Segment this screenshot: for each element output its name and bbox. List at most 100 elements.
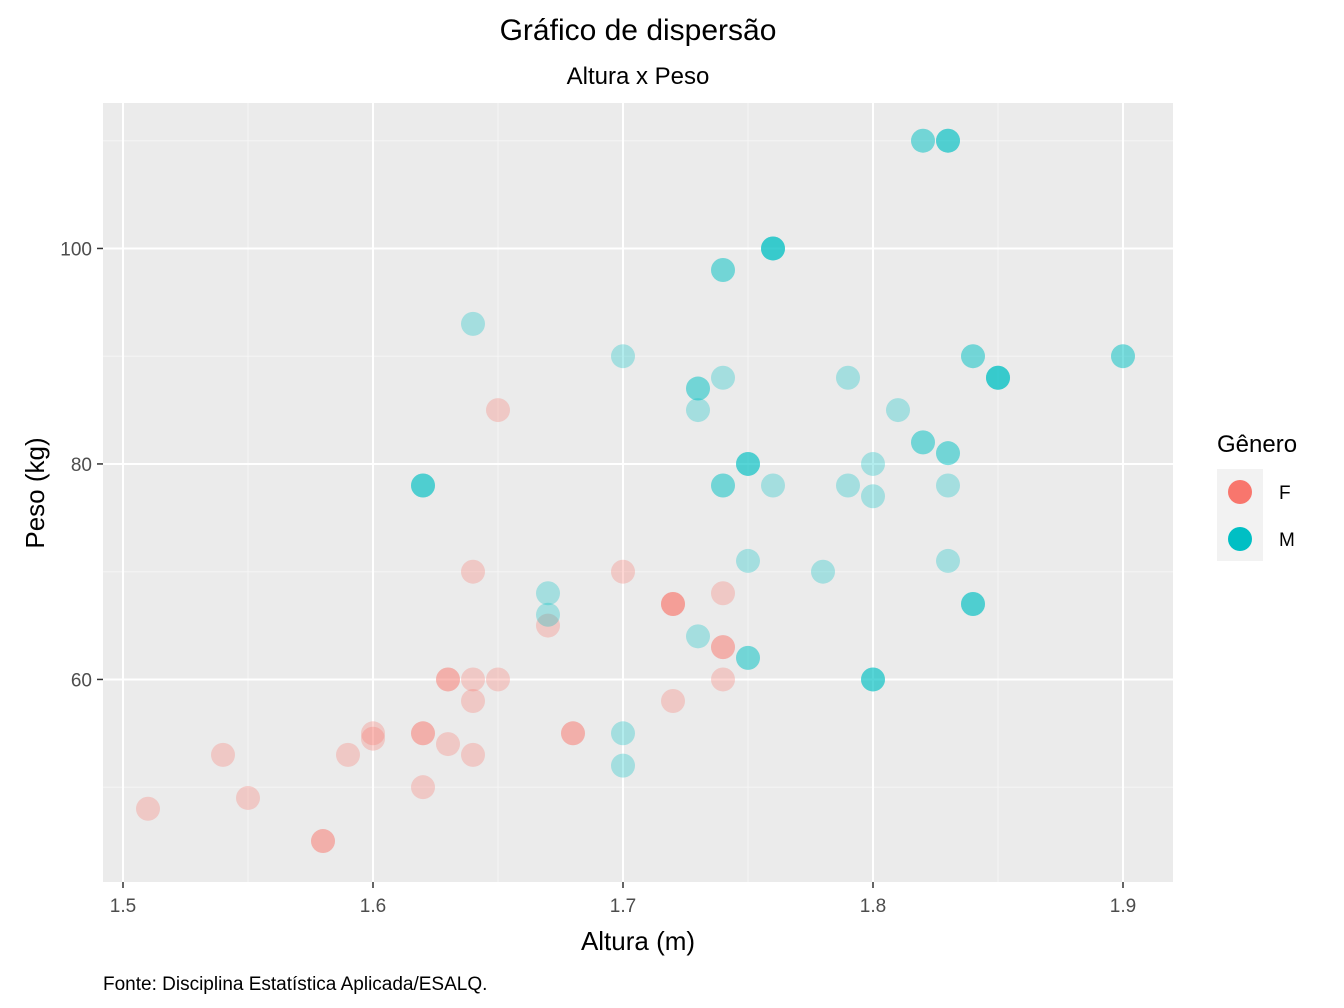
caption: Fonte: Disciplina Estatística Aplicada/E…: [103, 974, 487, 995]
data-point-m: [811, 559, 835, 584]
x-tick-label: 1.8: [860, 896, 886, 917]
data-point-m: [411, 473, 435, 498]
data-point-m: [761, 473, 785, 498]
data-point-m: [936, 441, 960, 466]
data-point-f: [411, 721, 435, 746]
data-point-m: [961, 592, 985, 617]
data-point-f: [211, 742, 235, 767]
data-point-f: [711, 667, 735, 692]
legend: Gênero F M: [1217, 431, 1297, 561]
data-point-m: [986, 365, 1010, 390]
data-point-m: [836, 365, 860, 390]
y-axis-ticks: 60 80 100: [60, 239, 103, 691]
data-point-m: [961, 592, 985, 617]
data-point-m: [711, 473, 735, 498]
chart-subtitle: Altura x Peso: [567, 63, 710, 90]
data-point-m: [911, 128, 935, 153]
data-point-m: [761, 236, 785, 261]
data-point-m: [461, 311, 485, 336]
y-tick-label: 80: [71, 455, 92, 476]
data-point-m: [686, 398, 710, 423]
data-point-m: [911, 128, 935, 153]
data-point-m: [986, 365, 1010, 390]
data-point-m: [861, 667, 885, 692]
data-point-f: [661, 688, 685, 713]
data-point-m: [686, 376, 710, 401]
data-point-f: [611, 559, 635, 584]
data-point-m: [736, 548, 760, 573]
data-point-m: [986, 365, 1010, 390]
data-point-m: [536, 581, 560, 606]
plot-panel: [103, 103, 1173, 882]
data-point-f: [661, 592, 685, 617]
data-point-m: [936, 473, 960, 498]
data-point-m: [861, 667, 885, 692]
data-point-m: [761, 236, 785, 261]
legend-key-f: [1228, 480, 1252, 504]
x-tick-label: 1.6: [360, 896, 386, 917]
data-point-f: [411, 721, 435, 746]
data-point-m: [936, 548, 960, 573]
data-point-f: [661, 592, 685, 617]
data-point-m: [736, 451, 760, 476]
data-point-m: [711, 473, 735, 498]
legend-label-f: F: [1279, 483, 1291, 504]
data-point-m: [711, 258, 735, 283]
data-point-f: [461, 742, 485, 767]
y-axis-title: Peso (kg): [20, 437, 50, 548]
y-tick-label: 100: [60, 239, 92, 260]
data-point-m: [736, 645, 760, 670]
x-tick-label: 1.7: [610, 896, 636, 917]
data-point-m: [686, 624, 710, 649]
data-point-m: [861, 451, 885, 476]
data-point-m: [1111, 344, 1135, 369]
data-point-f: [486, 398, 510, 423]
data-point-m: [761, 236, 785, 261]
x-tick-label: 1.5: [110, 896, 136, 917]
data-point-f: [536, 613, 560, 638]
x-tick-label: 1.9: [1110, 896, 1136, 917]
y-tick-label: 60: [71, 670, 92, 691]
chart-title: Gráfico de dispersão: [500, 14, 777, 47]
data-point-m: [836, 473, 860, 498]
data-point-f: [461, 559, 485, 584]
data-point-f: [436, 667, 460, 692]
data-point-m: [936, 128, 960, 153]
legend-title: Gênero: [1217, 431, 1297, 458]
data-point-m: [686, 376, 710, 401]
data-point-m: [611, 753, 635, 778]
data-point-f: [561, 721, 585, 746]
data-point-f: [561, 721, 585, 746]
data-point-m: [411, 473, 435, 498]
data-point-m: [1111, 344, 1135, 369]
data-point-m: [936, 128, 960, 153]
data-point-m: [986, 365, 1010, 390]
x-axis-ticks: 1.5 1.6 1.7 1.8 1.9: [110, 882, 1136, 917]
data-point-f: [486, 667, 510, 692]
data-point-m: [611, 721, 635, 746]
data-point-f: [461, 688, 485, 713]
data-point-m: [861, 667, 885, 692]
data-point-f: [661, 592, 685, 617]
data-point-f: [136, 796, 160, 821]
data-point-m: [961, 592, 985, 617]
data-point-f: [236, 785, 260, 810]
data-point-m: [711, 258, 735, 283]
data-point-f: [461, 667, 485, 692]
data-point-m: [936, 128, 960, 153]
data-point-f: [311, 829, 335, 854]
data-point-m: [911, 430, 935, 455]
data-point-f: [336, 742, 360, 767]
data-point-f: [436, 667, 460, 692]
data-point-f: [711, 581, 735, 606]
data-point-m: [736, 451, 760, 476]
data-point-m: [961, 344, 985, 369]
data-point-m: [711, 365, 735, 390]
data-point-m: [536, 602, 560, 627]
legend-key-m: [1228, 527, 1252, 551]
data-point-f: [711, 635, 735, 660]
data-point-m: [861, 484, 885, 509]
data-point-m: [736, 645, 760, 670]
data-point-m: [761, 236, 785, 261]
